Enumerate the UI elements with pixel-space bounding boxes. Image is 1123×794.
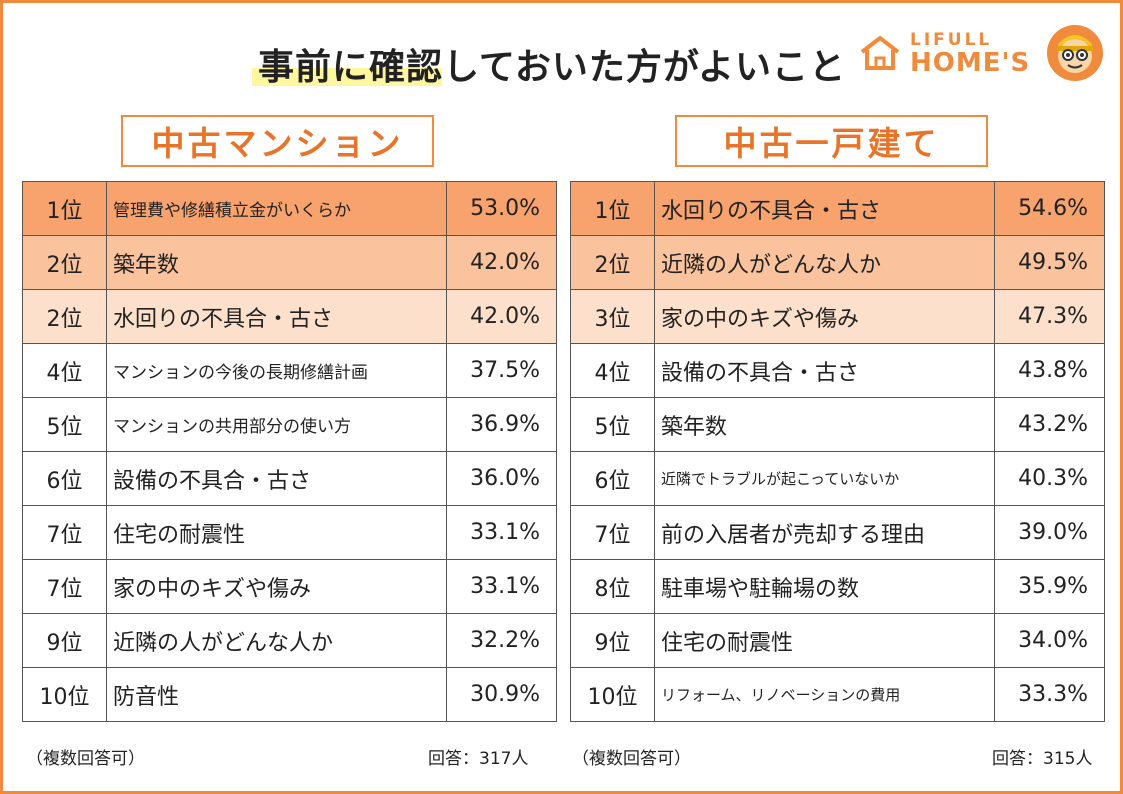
- table-row: 1位 管理費や修繕積立金がいくらか 53.0%: [22, 181, 557, 236]
- rank-cell: 1位: [22, 181, 107, 236]
- title-block: 事前に確認しておいた方がよいこと: [252, 38, 847, 90]
- percent-cell: 53.0%: [446, 181, 557, 236]
- table-row: 8位 駐車場や駐輪場の数 35.9%: [570, 559, 1105, 614]
- logo-text-top: LIFULL: [910, 30, 993, 50]
- rank-cell: 3位: [570, 289, 655, 344]
- table-row: 7位 家の中のキズや傷み 33.1%: [22, 559, 557, 614]
- rank-cell: 10位: [570, 667, 655, 722]
- item-cell: 設備の不具合・古さ: [106, 451, 447, 506]
- percent-cell: 37.5%: [446, 343, 557, 398]
- rank-cell: 7位: [570, 505, 655, 560]
- table-row: 3位 家の中のキズや傷み 47.3%: [570, 289, 1105, 344]
- rank-cell: 6位: [22, 451, 107, 506]
- item-cell: 築年数: [106, 235, 447, 290]
- item-cell: マンションの今後の長期修繕計画: [106, 343, 447, 398]
- house-respondents: 回答：315人: [992, 749, 1093, 769]
- item-cell: 駐車場や駐輪場の数: [654, 559, 995, 614]
- item-cell: リフォーム、リノベーションの費用: [654, 667, 995, 722]
- table-row: 4位 マンションの今後の長期修繕計画 37.5%: [22, 343, 557, 398]
- item-cell: 水回りの不具合・古さ: [654, 181, 995, 236]
- percent-cell: 36.0%: [446, 451, 557, 506]
- item-cell: 家の中のキズや傷み: [106, 559, 447, 614]
- rank-cell: 2位: [22, 235, 107, 290]
- rank-cell: 2位: [570, 235, 655, 290]
- rank-cell: 7位: [22, 559, 107, 614]
- item-cell: 設備の不具合・古さ: [654, 343, 995, 398]
- percent-cell: 35.9%: [994, 559, 1105, 614]
- table-row: 2位 築年数 42.0%: [22, 235, 557, 290]
- table-row: 10位 防音性 30.9%: [22, 667, 557, 722]
- rank-cell: 5位: [570, 397, 655, 452]
- item-cell: マンションの共用部分の使い方: [106, 397, 447, 452]
- percent-cell: 43.8%: [994, 343, 1105, 398]
- percent-cell: 30.9%: [446, 667, 557, 722]
- percent-cell: 43.2%: [994, 397, 1105, 452]
- table-row: 2位 近隣の人がどんな人か 49.5%: [570, 235, 1105, 290]
- mascot-icon: [1047, 25, 1103, 81]
- table-row: 7位 前の入居者が売却する理由 39.0%: [570, 505, 1105, 560]
- house-section-title: 中古一戸建て: [675, 115, 988, 167]
- logo-text-bottom: HOME'S: [910, 48, 1031, 78]
- percent-cell: 49.5%: [994, 235, 1105, 290]
- page-title: 事前に確認しておいた方がよいこと: [258, 47, 847, 88]
- item-cell: 近隣の人がどんな人か: [654, 235, 995, 290]
- percent-cell: 47.3%: [994, 289, 1105, 344]
- rank-cell: 1位: [570, 181, 655, 236]
- percent-cell: 54.6%: [994, 181, 1105, 236]
- rank-cell: 7位: [22, 505, 107, 560]
- percent-cell: 39.0%: [994, 505, 1105, 560]
- percent-cell: 36.9%: [446, 397, 557, 452]
- percent-cell: 40.3%: [994, 451, 1105, 506]
- item-cell: 住宅の耐震性: [654, 613, 995, 668]
- item-cell: 住宅の耐震性: [106, 505, 447, 560]
- table-row: 10位 リフォーム、リノベーションの費用 33.3%: [570, 667, 1105, 722]
- item-cell: 前の入居者が売却する理由: [654, 505, 995, 560]
- table-row: 9位 住宅の耐震性 34.0%: [570, 613, 1105, 668]
- house-icon: [860, 36, 900, 70]
- percent-cell: 33.1%: [446, 559, 557, 614]
- mansion-respondents: 回答：317人: [428, 749, 529, 769]
- percent-cell: 33.1%: [446, 505, 557, 560]
- mansion-note: （複数回答可）: [26, 749, 145, 769]
- house-ranking-table: 1位 水回りの不具合・古さ 54.6% 2位 近隣の人がどんな人か 49.5% …: [570, 181, 1105, 722]
- house-note: （複数回答可）: [572, 749, 691, 769]
- item-cell: 家の中のキズや傷み: [654, 289, 995, 344]
- rank-cell: 10位: [22, 667, 107, 722]
- table-row: 9位 近隣の人がどんな人か 32.2%: [22, 613, 557, 668]
- table-row: 5位 築年数 43.2%: [570, 397, 1105, 452]
- item-cell: 近隣の人がどんな人か: [106, 613, 447, 668]
- table-row: 6位 近隣でトラブルが起こっていないか 40.3%: [570, 451, 1105, 506]
- percent-cell: 33.3%: [994, 667, 1105, 722]
- rank-cell: 4位: [22, 343, 107, 398]
- rank-cell: 8位: [570, 559, 655, 614]
- title-highlight: [252, 68, 442, 86]
- rank-cell: 2位: [22, 289, 107, 344]
- percent-cell: 34.0%: [994, 613, 1105, 668]
- rank-cell: 4位: [570, 343, 655, 398]
- table-row: 2位 水回りの不具合・古さ 42.0%: [22, 289, 557, 344]
- percent-cell: 42.0%: [446, 235, 557, 290]
- rank-cell: 9位: [22, 613, 107, 668]
- rank-cell: 9位: [570, 613, 655, 668]
- mansion-section-title: 中古マンション: [121, 115, 434, 167]
- table-row: 1位 水回りの不具合・古さ 54.6%: [570, 181, 1105, 236]
- table-row: 5位 マンションの共用部分の使い方 36.9%: [22, 397, 557, 452]
- table-row: 7位 住宅の耐震性 33.1%: [22, 505, 557, 560]
- rank-cell: 6位: [570, 451, 655, 506]
- rank-cell: 5位: [22, 397, 107, 452]
- table-row: 4位 設備の不具合・古さ 43.8%: [570, 343, 1105, 398]
- item-cell: 水回りの不具合・古さ: [106, 289, 447, 344]
- percent-cell: 32.2%: [446, 613, 557, 668]
- item-cell: 防音性: [106, 667, 447, 722]
- item-cell: 管理費や修繕積立金がいくらか: [106, 181, 447, 236]
- table-row: 6位 設備の不具合・古さ 36.0%: [22, 451, 557, 506]
- percent-cell: 42.0%: [446, 289, 557, 344]
- item-cell: 近隣でトラブルが起こっていないか: [654, 451, 995, 506]
- item-cell: 築年数: [654, 397, 995, 452]
- mansion-ranking-table: 1位 管理費や修繕積立金がいくらか 53.0% 2位 築年数 42.0% 2位 …: [22, 181, 557, 722]
